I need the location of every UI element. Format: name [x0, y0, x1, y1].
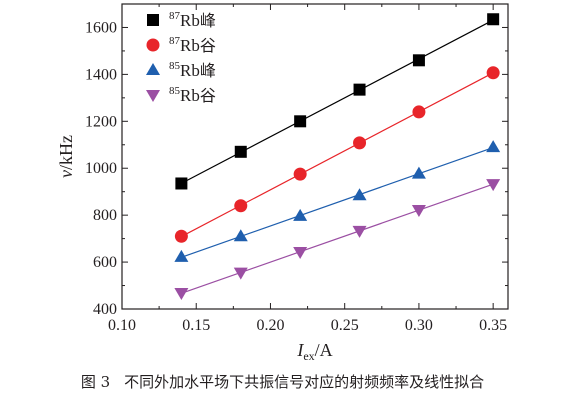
x-tick-label: 0.30 — [405, 317, 433, 334]
x-tick-label: 0.10 — [108, 317, 136, 334]
y-axis-unit: /kHz — [56, 135, 76, 170]
data-point-series-0 — [353, 83, 366, 96]
data-point-series-0 — [412, 54, 425, 67]
legend-marker-0 — [147, 14, 159, 26]
data-point-series-3 — [411, 204, 426, 217]
y-tick-label: 600 — [93, 254, 117, 271]
legend-feature: 峰 — [200, 11, 216, 30]
legend-isotope: 87 — [169, 35, 181, 47]
plot-frame — [121, 3, 509, 310]
fit-line-series-2 — [181, 146, 494, 258]
data-point-series-3 — [233, 267, 248, 280]
x-axis-subscript: ex — [303, 349, 314, 363]
legend-label-3: 85Rb谷 — [169, 85, 216, 105]
x-tick-label: 0.15 — [182, 317, 210, 334]
legend-isotope: 87 — [169, 10, 181, 22]
data-point-series-1 — [486, 66, 500, 80]
fit-line-series-3 — [181, 183, 494, 294]
plot-area — [174, 13, 501, 301]
y-tick-label: 800 — [93, 207, 117, 224]
legend-feature: 峰 — [200, 61, 216, 80]
legend-feature: 谷 — [200, 86, 216, 105]
legend-label-2: 85Rb峰 — [169, 60, 216, 80]
legend-element: Rb — [180, 86, 200, 105]
x-tick-label: 0.20 — [256, 317, 284, 334]
data-point-series-2 — [352, 188, 367, 201]
legend-label-1: 87Rb谷 — [169, 35, 216, 55]
x-tick-label: 0.35 — [479, 317, 507, 334]
data-point-series-2 — [293, 208, 308, 221]
x-axis-unit: /A — [315, 340, 333, 360]
axes: 0.10 0.15 0.20 0.25 0.30 0.35 400 600 800 1000 120… — [85, 3, 509, 334]
resonance-frequency-chart: 0.10 0.15 0.20 0.25 0.30 0.35 400 600 800 1000 120… — [56, 3, 509, 363]
y-axis-symbol: ν — [56, 170, 76, 178]
x-axis-symbol: I — [296, 340, 304, 360]
data-point-series-2 — [486, 140, 501, 153]
data-point-series-2 — [411, 166, 426, 179]
legend-feature: 谷 — [200, 36, 216, 55]
y-tick-label: 400 — [93, 301, 117, 318]
data-point-series-3 — [486, 179, 501, 192]
legend-marker-1 — [146, 38, 160, 52]
x-axis-title: Iex/A — [296, 340, 332, 363]
legend-isotope: 85 — [169, 60, 181, 72]
data-point-series-0 — [294, 115, 307, 128]
data-point-series-3 — [293, 246, 308, 259]
data-point-series-1 — [353, 136, 367, 150]
figure-number: 图 3 — [80, 373, 111, 391]
caption-text: 不同外加水平场下共振信号对应的射频频率及线性拟合 — [124, 373, 485, 391]
legend-label-0: 87Rb峰 — [169, 10, 216, 30]
legend-element: Rb — [180, 36, 200, 55]
y-tick-label: 1200 — [85, 113, 117, 130]
y-tick-label: 1400 — [85, 66, 117, 83]
y-tick-label: 1000 — [85, 160, 117, 177]
data-point-series-3 — [174, 288, 189, 301]
y-tick-label: 1600 — [85, 19, 117, 36]
data-point-series-3 — [352, 225, 367, 238]
data-point-series-1 — [234, 199, 248, 213]
data-point-series-1 — [293, 167, 307, 181]
data-point-series-1 — [174, 229, 188, 243]
legend-element: Rb — [180, 61, 200, 80]
legend-isotope: 85 — [169, 85, 181, 97]
fit-line-series-0 — [181, 19, 494, 184]
figure-caption: 图 3 不同外加水平场下共振信号对应的射频频率及线性拟合 — [0, 371, 565, 392]
data-point-series-1 — [412, 105, 426, 119]
legend-marker-2 — [146, 63, 160, 75]
y-axis-title: ν/kHz — [56, 135, 76, 178]
data-point-series-2 — [174, 249, 189, 262]
x-tick-label: 0.25 — [331, 317, 359, 334]
data-point-series-0 — [234, 145, 247, 158]
data-point-series-0 — [175, 177, 188, 190]
legend-marker-3 — [146, 90, 160, 102]
fit-line-series-1 — [181, 72, 494, 238]
data-point-series-2 — [233, 229, 248, 242]
data-point-series-0 — [487, 13, 500, 26]
legend-element: Rb — [180, 11, 200, 30]
